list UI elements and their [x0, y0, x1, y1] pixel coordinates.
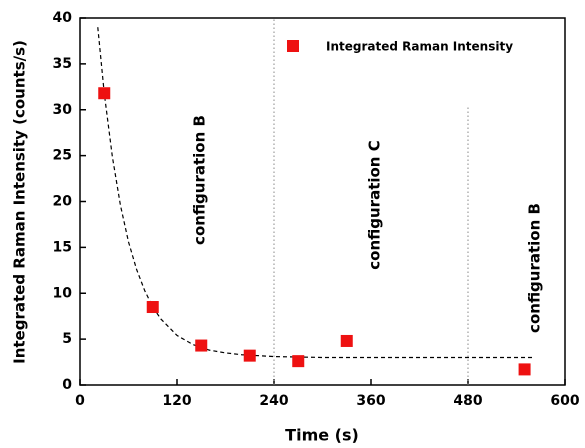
y-tick-label: 25 — [53, 148, 72, 164]
marker — [146, 301, 159, 314]
x-tick-label: 600 — [550, 393, 579, 409]
fit-line — [97, 27, 533, 359]
y-axis-title: Integrated Raman Intensity (counts/s) — [11, 40, 29, 364]
marker — [98, 87, 111, 100]
x-tick-label: 480 — [453, 393, 482, 409]
plot-frame — [79, 17, 566, 386]
marker — [518, 363, 531, 376]
x-tick-label: 120 — [162, 393, 191, 409]
marker — [340, 334, 353, 347]
x-tick-label: 0 — [75, 393, 85, 409]
annotation: configuration B — [191, 115, 209, 245]
legend-label: Integrated Raman Intensity — [326, 40, 513, 54]
x-tick-label: 240 — [259, 393, 288, 409]
y-tick-label: 35 — [53, 56, 72, 72]
y-tick-label: 30 — [53, 102, 73, 118]
y-tick-label: 20 — [53, 194, 73, 210]
annotation: configuration B — [526, 203, 544, 333]
x-tick-label: 360 — [356, 393, 385, 409]
y-tick-label: 15 — [53, 239, 72, 255]
legend-marker — [287, 40, 299, 52]
x-axis-title: Time (s) — [285, 426, 359, 445]
annotation: configuration C — [366, 140, 384, 269]
y-tick-label: 0 — [62, 377, 72, 393]
marker — [195, 339, 208, 352]
y-tick-label: 40 — [53, 10, 73, 26]
y-tick-label: 5 — [62, 331, 72, 347]
marker — [243, 349, 256, 362]
marker — [292, 355, 305, 368]
y-tick-label: 10 — [53, 285, 73, 301]
